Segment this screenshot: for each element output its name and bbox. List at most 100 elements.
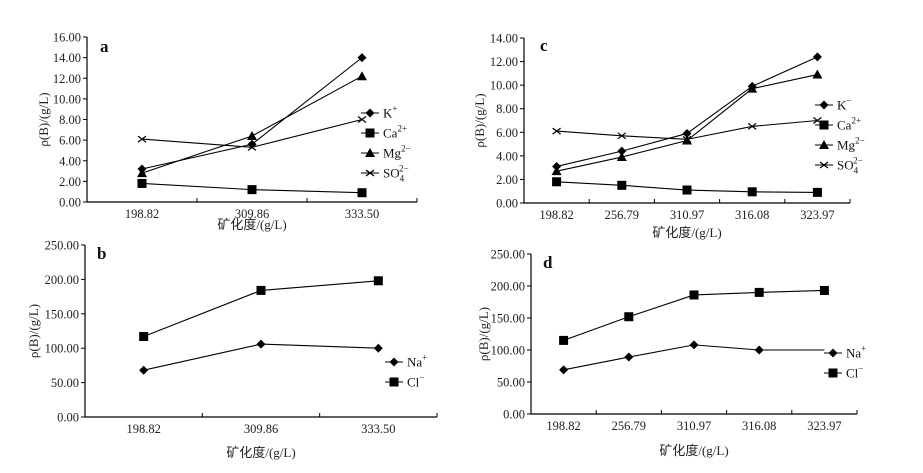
- data-point-diamond: [689, 340, 699, 350]
- y-axis-title: ρ(B)/(g/L): [472, 93, 487, 147]
- legend-subscript: 4: [854, 166, 859, 176]
- data-point-square: [682, 185, 692, 195]
- series-ca: [137, 178, 367, 198]
- legend-label: Mg2−: [383, 144, 411, 161]
- data-point-diamond: [617, 146, 627, 156]
- data-point-x: [357, 116, 367, 123]
- data-point-triangle: [247, 131, 257, 140]
- y-tick-label: 0.00: [57, 411, 79, 425]
- y-tick-label: 16.00: [53, 31, 81, 45]
- legend-label: Ca2+: [383, 124, 407, 141]
- data-point-x: [137, 135, 147, 143]
- legend-superscript: 2−: [855, 136, 865, 146]
- legend-ion-name: Ca: [383, 126, 398, 141]
- legend-marker-square: [819, 120, 829, 130]
- y-tick-label: 250.00: [491, 248, 525, 262]
- legend-superscript: 2+: [851, 116, 861, 126]
- legend-superscript: +: [422, 353, 427, 363]
- x-tick-label: 198.82: [126, 422, 160, 436]
- panel-label: d: [543, 253, 553, 272]
- data-point-square: [624, 312, 634, 322]
- data-point-square: [247, 185, 257, 195]
- data-point-diamond: [682, 128, 692, 138]
- data-point-x: [813, 117, 822, 124]
- series-line: [556, 73, 818, 172]
- legend-marker-diamond: [819, 100, 829, 110]
- legend-marker-x: [819, 161, 829, 169]
- series-mg: [551, 69, 823, 176]
- legend-marker-triangle: [365, 148, 375, 157]
- legend-item: Mg2−: [361, 144, 411, 161]
- legend-ion-name: Mg: [383, 146, 402, 161]
- legend-label: Na+: [407, 353, 427, 370]
- panel-label: b: [97, 244, 106, 263]
- y-tick-label: 4.00: [496, 149, 518, 163]
- data-point-diamond: [559, 365, 569, 375]
- y-tick-label: 8.00: [496, 102, 518, 116]
- y-tick-label: 6.00: [496, 126, 518, 140]
- x-tick-label: 256.79: [612, 419, 646, 433]
- y-tick-label: 10.00: [490, 79, 518, 93]
- data-point-square: [373, 276, 383, 286]
- data-point-diamond: [624, 352, 634, 362]
- legend-marker-diamond: [389, 357, 399, 367]
- data-point-square: [689, 290, 699, 300]
- legend-item: Ca2+: [361, 124, 407, 141]
- legend-label: SO42−: [837, 156, 863, 176]
- legend-item: Cl−: [824, 364, 863, 381]
- series-na: [139, 339, 383, 375]
- legend-ion-name: SO: [837, 158, 854, 173]
- legend-label: K+: [383, 104, 397, 121]
- legend-superscript: 2−: [401, 144, 411, 154]
- legend-label: SO42−: [383, 164, 409, 184]
- x-tick-label: 316.08: [735, 208, 769, 222]
- legend-subscript: 4: [400, 174, 405, 184]
- panel-label: a: [100, 37, 109, 56]
- y-tick-label: 0.00: [59, 196, 81, 210]
- legend-superscript: +: [861, 344, 866, 354]
- data-point-diamond: [256, 339, 266, 349]
- data-point-x: [617, 132, 627, 140]
- legend-label: Ca2+: [837, 116, 861, 133]
- data-point-diamond: [139, 365, 149, 375]
- chart-panel-a: 0.00 2.00 4.00 6.00 8.00 10.00 12.00 14.00 16.00…: [36, 31, 418, 232]
- legend-marker-x: [365, 169, 375, 177]
- legend-item: Mg2−: [815, 136, 865, 153]
- y-axis-title: ρ(B)/(g/L): [36, 92, 51, 146]
- y-tick-label: 4.00: [59, 154, 81, 168]
- y-tick-label: 50.00: [497, 376, 525, 390]
- y-tick-label: 2.00: [59, 175, 81, 189]
- series-so: [552, 117, 822, 143]
- data-point-square: [559, 335, 569, 345]
- x-axis-title: 矿化度/(g/L): [652, 225, 721, 240]
- data-point-triangle: [812, 69, 823, 79]
- legend-marker-square: [365, 128, 375, 138]
- x-tick-label: 310.97: [677, 419, 711, 433]
- legend-item: SO42−: [815, 156, 863, 176]
- x-tick-label: 333.50: [345, 207, 379, 221]
- x-axis-title: 矿化度/(g/L): [226, 445, 295, 460]
- data-point-square: [819, 285, 829, 295]
- legend-ion-name: Na: [846, 346, 861, 361]
- series-line: [141, 57, 363, 170]
- legend-item: SO42−: [361, 164, 409, 184]
- legend-ion-name: Cl: [407, 375, 420, 390]
- x-axis-title: 矿化度/(g/L): [217, 217, 286, 232]
- y-tick-label: 150.00: [491, 312, 525, 326]
- data-point-square: [812, 187, 822, 197]
- data-point-x: [247, 143, 257, 151]
- y-tick-label: 10.00: [53, 92, 81, 106]
- legend-ion-name: SO: [383, 166, 400, 181]
- y-tick-label: 100.00: [491, 344, 525, 358]
- data-point-square: [137, 178, 147, 188]
- x-tick-label: 198.82: [546, 419, 580, 433]
- x-tick-label: 309.86: [244, 422, 278, 436]
- data-point-diamond: [357, 53, 367, 63]
- x-tick-label: 198.82: [539, 208, 573, 222]
- y-tick-label: 200.00: [491, 280, 525, 294]
- data-point-triangle: [551, 166, 562, 176]
- data-point-triangle: [357, 71, 367, 81]
- data-point-square: [754, 287, 764, 297]
- legend-label: Mg2−: [837, 136, 865, 153]
